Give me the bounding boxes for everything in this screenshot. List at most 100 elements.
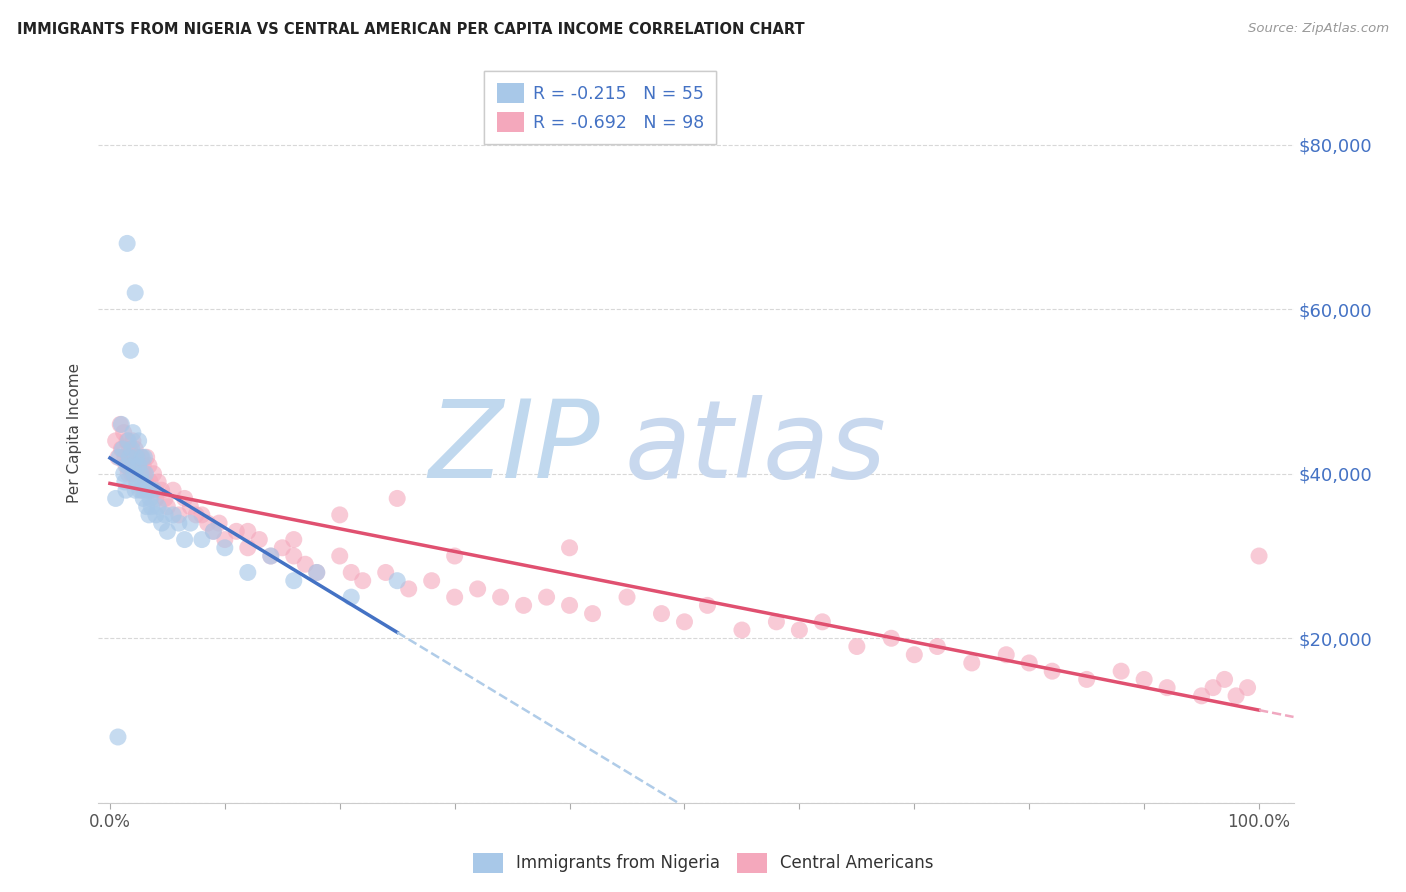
Point	[135, 450, 157, 465]
Point	[142, 467, 165, 481]
Point	[789, 623, 811, 637]
Point	[340, 590, 363, 604]
Point	[214, 541, 236, 555]
Point	[127, 475, 149, 489]
Point	[1076, 673, 1098, 687]
Point	[112, 467, 135, 481]
Point	[122, 425, 145, 440]
Point	[305, 566, 328, 580]
Point	[132, 458, 155, 473]
Point	[443, 549, 465, 563]
Point	[398, 582, 420, 596]
Point	[115, 458, 138, 473]
Point	[202, 524, 225, 539]
Point	[184, 508, 207, 522]
Point	[136, 483, 159, 498]
Point	[131, 475, 153, 489]
Point	[134, 483, 156, 498]
Point	[225, 524, 247, 539]
Point	[145, 491, 167, 506]
Point	[121, 442, 143, 456]
Point	[731, 623, 754, 637]
Point	[122, 458, 145, 473]
Point	[1247, 549, 1270, 563]
Point	[153, 508, 176, 522]
Text: Source: ZipAtlas.com: Source: ZipAtlas.com	[1249, 22, 1389, 36]
Point	[156, 500, 179, 514]
Point	[385, 491, 409, 506]
Point	[208, 516, 231, 530]
Point	[616, 590, 638, 604]
Point	[162, 483, 184, 498]
Point	[156, 524, 179, 539]
Point	[179, 500, 201, 514]
Point	[247, 533, 270, 547]
Point	[110, 442, 132, 456]
Point	[489, 590, 512, 604]
Point	[139, 475, 162, 489]
Point	[131, 450, 153, 465]
Point	[236, 524, 259, 539]
Point	[135, 475, 157, 489]
Point	[305, 566, 328, 580]
Point	[134, 467, 156, 481]
Point	[927, 640, 949, 654]
Point	[131, 483, 153, 498]
Point	[420, 574, 443, 588]
Point	[845, 640, 868, 654]
Point	[134, 450, 156, 465]
Point	[135, 467, 157, 481]
Point	[118, 450, 141, 465]
Point	[118, 442, 141, 456]
Point	[1109, 664, 1132, 678]
Point	[1202, 681, 1225, 695]
Point	[141, 500, 163, 514]
Point	[650, 607, 672, 621]
Point	[148, 475, 170, 489]
Point	[202, 524, 225, 539]
Point	[124, 483, 146, 498]
Point	[112, 425, 135, 440]
Point	[117, 467, 139, 481]
Point	[283, 574, 305, 588]
Point	[111, 442, 134, 456]
Point	[352, 574, 374, 588]
Legend: Immigrants from Nigeria, Central Americans: Immigrants from Nigeria, Central America…	[465, 847, 941, 880]
Point	[124, 442, 146, 456]
Point	[260, 549, 283, 563]
Point	[127, 450, 149, 465]
Point	[122, 467, 145, 481]
Point	[150, 483, 173, 498]
Point	[115, 434, 138, 448]
Point	[811, 615, 834, 629]
Point	[107, 450, 129, 465]
Point	[110, 417, 132, 432]
Point	[167, 516, 190, 530]
Point	[138, 458, 160, 473]
Point	[122, 434, 145, 448]
Point	[374, 566, 396, 580]
Point	[128, 458, 150, 473]
Point	[294, 558, 316, 572]
Point	[880, 632, 903, 646]
Point	[581, 607, 603, 621]
Point	[765, 615, 787, 629]
Point	[104, 491, 127, 506]
Point	[120, 343, 142, 358]
Point	[114, 450, 136, 465]
Point	[558, 541, 581, 555]
Point	[115, 458, 138, 473]
Text: ZIP: ZIP	[429, 395, 600, 500]
Point	[104, 434, 127, 448]
Point	[1156, 681, 1178, 695]
Point	[110, 417, 132, 432]
Point	[1018, 656, 1040, 670]
Point	[443, 590, 465, 604]
Point	[125, 450, 148, 465]
Point	[1225, 689, 1247, 703]
Point	[673, 615, 696, 629]
Point	[115, 236, 138, 251]
Point	[173, 491, 195, 506]
Point	[214, 533, 236, 547]
Point	[179, 516, 201, 530]
